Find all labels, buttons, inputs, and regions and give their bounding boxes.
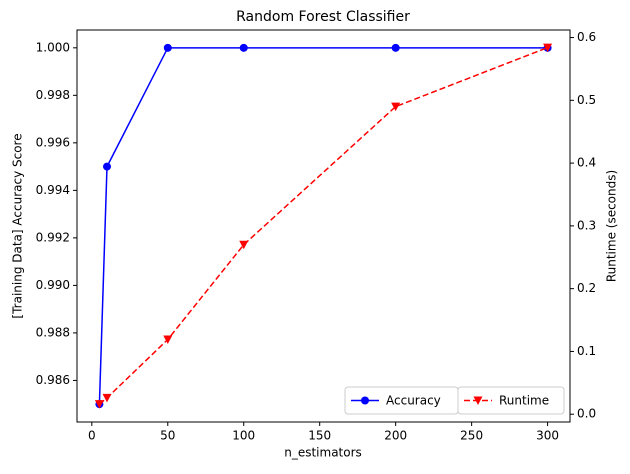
marker	[239, 240, 249, 250]
y2-tick-label: 0.2	[577, 281, 596, 295]
legend-label: Runtime	[499, 394, 549, 408]
y-tick-label: 0.998	[36, 88, 70, 102]
series-line	[98, 47, 548, 405]
legend-entry: Accuracy	[344, 386, 459, 415]
y2-tick-label: 0.0	[577, 407, 596, 421]
y-tick-label: 0.990	[36, 278, 70, 292]
y-tick-label: 0.996	[36, 135, 70, 149]
marker	[361, 396, 369, 405]
y2-tick-label: 0.3	[577, 218, 596, 232]
y2-axis-label: Runtime (seconds)	[605, 170, 619, 282]
x-tick-label: 150	[308, 429, 331, 443]
y-tick-label: 0.986	[36, 373, 70, 387]
y-axis-label: [Training Data] Accuracy Score	[11, 133, 25, 318]
legend-label: Accuracy	[386, 394, 441, 408]
marker	[391, 43, 400, 52]
x-tick-label: 300	[536, 429, 559, 443]
marker	[102, 393, 112, 403]
y-tick-label: 0.992	[36, 230, 70, 244]
y-tick-label: 0.988	[36, 325, 70, 339]
y2-tick-label: 0.1	[577, 344, 596, 358]
x-axis-label: n_estimators	[284, 446, 362, 460]
x-tick-label: 0	[88, 429, 96, 443]
y2-tick-label: 0.4	[577, 156, 596, 170]
legend-entry: Runtime	[457, 386, 565, 415]
x-tick-label: 200	[384, 429, 407, 443]
marker	[163, 335, 173, 345]
marker	[163, 43, 172, 52]
marker	[391, 102, 401, 112]
marker	[543, 43, 553, 53]
marker	[473, 396, 483, 405]
x-tick-label: 250	[460, 429, 483, 443]
chart-title: Random Forest Classifier	[236, 9, 410, 25]
y-tick-label: 1.000	[36, 40, 70, 54]
y-tick-label: 0.994	[36, 183, 70, 197]
marker	[239, 43, 248, 52]
legend-box	[457, 386, 565, 415]
marker	[94, 400, 104, 409]
x-tick-label: 100	[232, 429, 255, 443]
y2-tick-label: 0.5	[577, 93, 596, 107]
series-line	[98, 46, 548, 405]
marker	[103, 162, 112, 171]
plot-frame	[76, 29, 571, 423]
y2-tick-label: 0.6	[577, 30, 596, 44]
x-tick-label: 50	[160, 429, 175, 443]
